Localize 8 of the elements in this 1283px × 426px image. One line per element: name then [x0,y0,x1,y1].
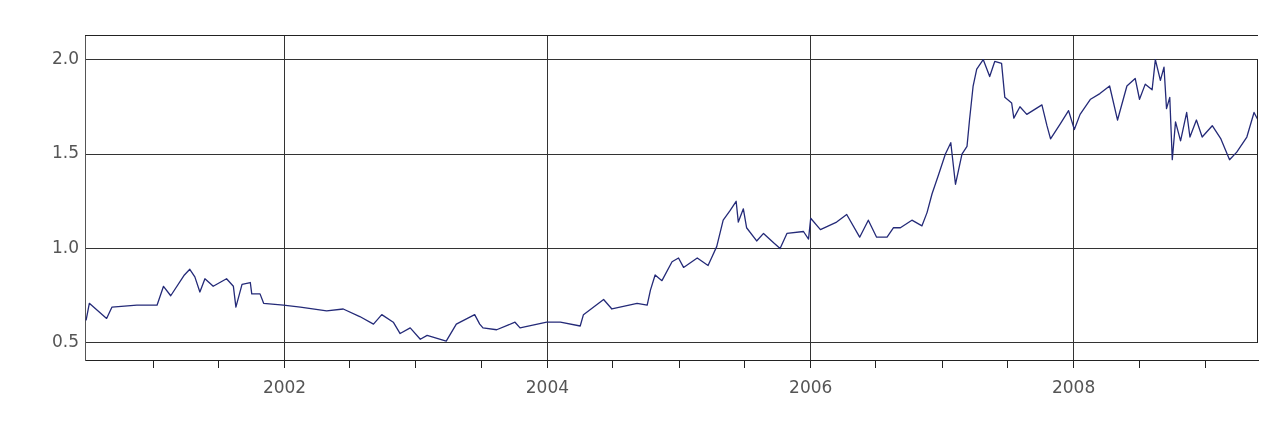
x-tick-label: 2008 [1051,376,1096,397]
x-tick-label: 2006 [789,376,833,397]
x-tick-label: 2004 [525,376,570,397]
y-tick-label: 1.0 [51,236,79,257]
y-tick-label: 0.5 [51,331,79,352]
y-tick-label: 2.0 [51,47,79,68]
y-tick-label: 1.5 [51,142,79,163]
x-tick-label: 2002 [262,376,307,397]
